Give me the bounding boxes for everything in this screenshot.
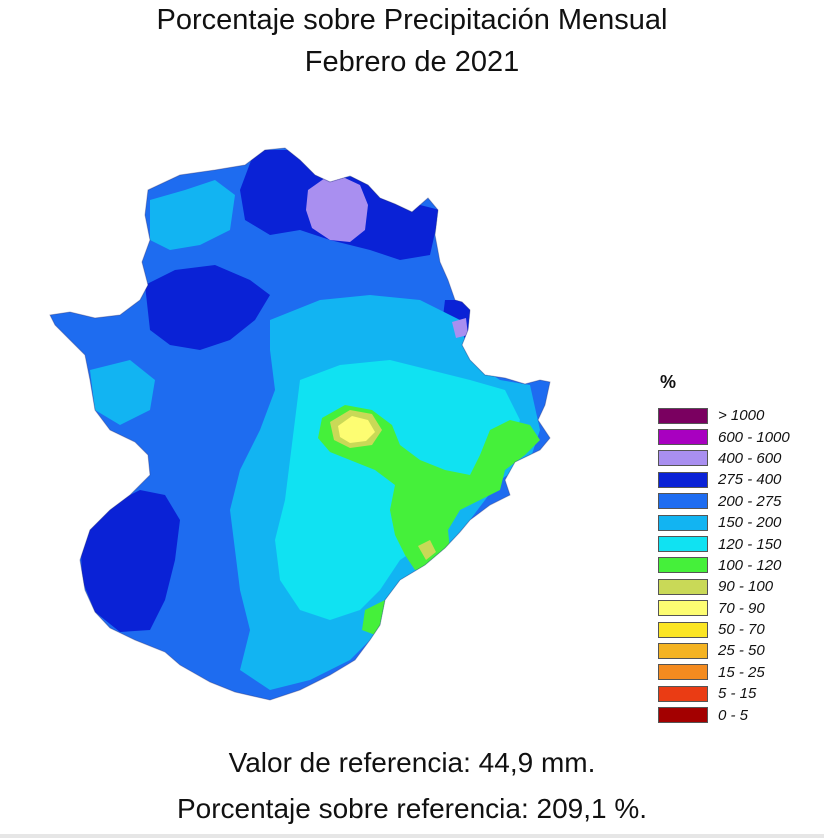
legend-label: 120 - 150: [718, 535, 782, 553]
legend-swatch: [658, 557, 708, 574]
legend-label: 50 - 70: [718, 621, 765, 639]
legend-label: 200 - 275: [718, 492, 782, 510]
legend-item: 70 - 90: [658, 598, 790, 619]
map-legend: % > 1000 600 - 1000 400 - 600 275 - 400 200 …: [658, 372, 790, 726]
legend-label: 600 - 1000: [718, 428, 790, 446]
legend-label: 15 - 25: [718, 663, 765, 681]
legend-swatch: [658, 685, 708, 702]
legend-swatch: [658, 707, 708, 724]
legend-swatch: [658, 407, 708, 424]
legend-swatch: [658, 493, 708, 510]
legend-swatch: [658, 664, 708, 681]
legend-item: > 1000: [658, 405, 790, 426]
legend-item: 0 - 5: [658, 704, 790, 725]
legend-swatch: [658, 450, 708, 467]
legend-item: 90 - 100: [658, 576, 790, 597]
legend-label: 5 - 15: [718, 685, 757, 703]
legend-label: 0 - 5: [718, 706, 749, 724]
legend-swatch: [658, 514, 708, 531]
legend-title: %: [660, 372, 677, 392]
legend-item: 50 - 70: [658, 619, 790, 640]
legend-item: 275 - 400: [658, 469, 790, 490]
legend-label: 400 - 600: [718, 449, 782, 467]
legend-swatch: [658, 536, 708, 553]
legend-swatch: [658, 471, 708, 488]
legend-swatch: [658, 642, 708, 659]
legend-item: 200 - 275: [658, 491, 790, 512]
legend-item: 25 - 50: [658, 640, 790, 661]
legend-label: 25 - 50: [718, 642, 765, 660]
legend-label: 70 - 90: [718, 599, 765, 617]
legend-item: 100 - 120: [658, 555, 790, 576]
legend-item: 600 - 1000: [658, 426, 790, 447]
legend-item: 150 - 200: [658, 512, 790, 533]
legend-item: 400 - 600: [658, 448, 790, 469]
legend-item: 120 - 150: [658, 533, 790, 554]
legend-items: > 1000 600 - 1000 400 - 600 275 - 400 200 - …: [658, 405, 790, 726]
legend-swatch: [658, 578, 708, 595]
legend-swatch: [658, 600, 708, 617]
legend-item: 5 - 15: [658, 683, 790, 704]
legend-label: 150 - 200: [718, 514, 782, 532]
legend-swatch: [658, 621, 708, 638]
reference-value: Valor de referencia: 44,9 mm.: [228, 747, 596, 778]
page-bottom-rule: [0, 834, 824, 838]
legend-label: 90 - 100: [718, 578, 774, 596]
reference-percentage: Porcentaje sobre referencia: 209,1 %.: [176, 793, 648, 824]
legend-label: > 1000: [718, 407, 765, 425]
legend-swatch: [658, 429, 708, 446]
legend-item: 15 - 25: [658, 662, 790, 683]
map-title: Porcentaje sobre Precipitación Mensual: [156, 4, 668, 36]
legend-label: 100 - 120: [718, 556, 782, 574]
map-subtitle: Febrero de 2021: [304, 46, 520, 78]
legend-label: 275 - 400: [718, 471, 782, 489]
